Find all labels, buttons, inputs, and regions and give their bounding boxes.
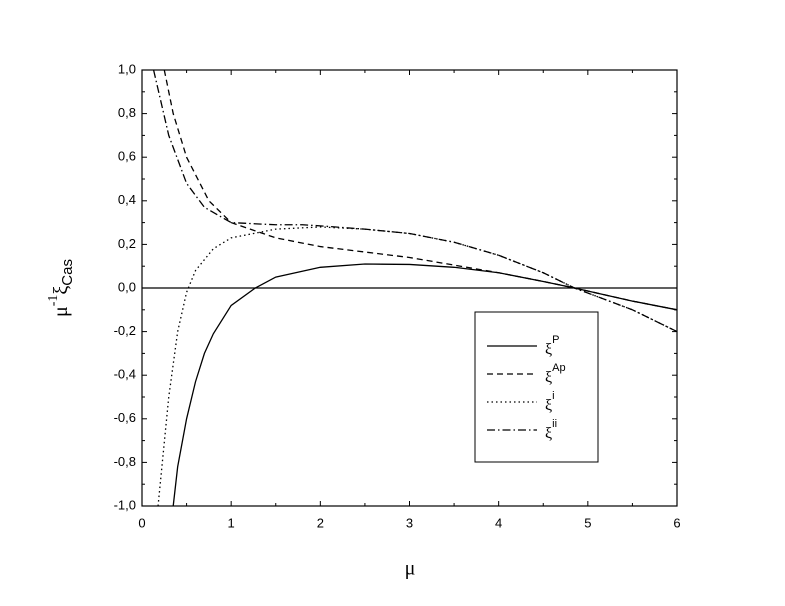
y-tick-label: -0,6 — [114, 410, 136, 425]
y-axis-label: μ-1ξCas — [46, 259, 76, 317]
legend-symbol: ξ — [545, 425, 552, 442]
legend-sup: P — [552, 334, 559, 346]
legend-symbol: ξ — [545, 397, 552, 414]
y-tick-label: 0,8 — [118, 105, 136, 120]
y-tick-label: 0,4 — [118, 192, 136, 207]
y-label-sup: -1 — [46, 295, 61, 307]
y-tick-label: -0,2 — [114, 323, 136, 338]
x-tick-label: 6 — [673, 515, 680, 530]
legend-label: ξAp — [545, 362, 566, 386]
x-tick-label: 4 — [495, 515, 502, 530]
series-line — [152, 69, 678, 333]
legend-sup: Ap — [552, 362, 565, 374]
x-tick-label: 3 — [406, 515, 413, 530]
y-tick-label: 0,0 — [118, 279, 136, 294]
legend-label: ξii — [545, 418, 557, 442]
legend-sup: i — [552, 390, 554, 402]
legend-label: ξi — [545, 390, 555, 414]
x-tick-label: 0 — [138, 515, 145, 530]
y-label-sub: Cas — [59, 259, 76, 286]
x-axis-label: μ — [405, 558, 416, 580]
y-label-base: μ — [50, 306, 72, 317]
y-tick-label: 1,0 — [118, 61, 136, 76]
legend-symbol: ξ — [545, 341, 552, 358]
legend-box — [474, 311, 599, 463]
series-line — [172, 263, 678, 507]
legend-sup: ii — [552, 418, 557, 430]
y-label-symbol: ξ — [50, 286, 72, 295]
y-tick-label: -0,8 — [114, 454, 136, 469]
x-tick-label: 5 — [584, 515, 591, 530]
series-line — [157, 226, 678, 507]
legend-label: ξP — [545, 334, 559, 358]
series-line — [163, 69, 678, 311]
y-tick-label: -0,4 — [114, 367, 136, 382]
x-tick-label: 2 — [317, 515, 324, 530]
legend-symbol: ξ — [545, 369, 552, 386]
y-tick-label: 0,6 — [118, 149, 136, 164]
x-tick-label: 1 — [228, 515, 235, 530]
y-tick-label: 0,2 — [118, 236, 136, 251]
y-tick-label: -1,0 — [114, 497, 136, 512]
